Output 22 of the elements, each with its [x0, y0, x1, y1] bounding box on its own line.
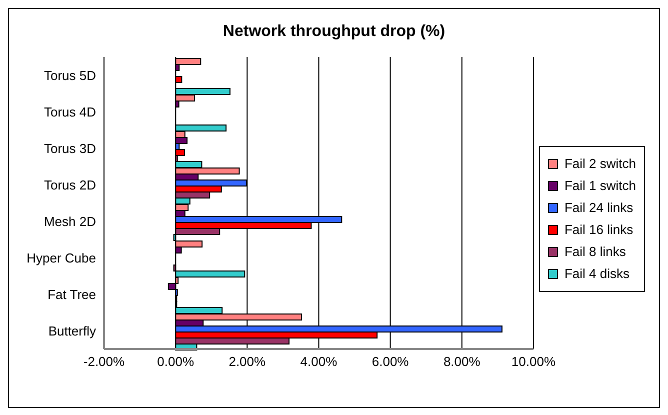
- y-tick-label: Mesh 2D: [44, 214, 96, 229]
- y-tick-label: Butterfly: [48, 323, 96, 338]
- chart-title: Network throughput drop (%): [222, 22, 446, 42]
- x-tick-label: 4.00%: [300, 354, 338, 370]
- legend-label: Fail 1 switch: [564, 177, 636, 195]
- x-tick-label: -2.00%: [83, 354, 126, 370]
- y-tick-label: Torus 5D: [44, 68, 96, 83]
- x-tick-label: 10.00%: [511, 354, 556, 370]
- x-tick-label: 2.00%: [228, 354, 266, 370]
- y-tick-label: Torus 2D: [44, 177, 96, 192]
- legend-label: Fail 2 switch: [564, 155, 636, 173]
- y-tick-label: Hyper Cube: [26, 250, 96, 266]
- legend-label: Fail 8 links: [564, 243, 626, 261]
- legend-label: Fail 4 disks: [564, 265, 630, 283]
- y-tick-label: Fat Tree: [48, 286, 96, 302]
- y-tick-label: Torus 3D: [44, 140, 96, 156]
- legend-label: Fail 24 links: [564, 199, 634, 217]
- y-tick-label: Torus 4D: [44, 104, 96, 120]
- legend-label: Fail 16 links: [564, 221, 634, 239]
- x-tick-label: 8.00%: [443, 354, 481, 370]
- x-tick-label: 0.00%: [157, 354, 194, 370]
- x-tick-label: 6.00%: [372, 354, 410, 370]
